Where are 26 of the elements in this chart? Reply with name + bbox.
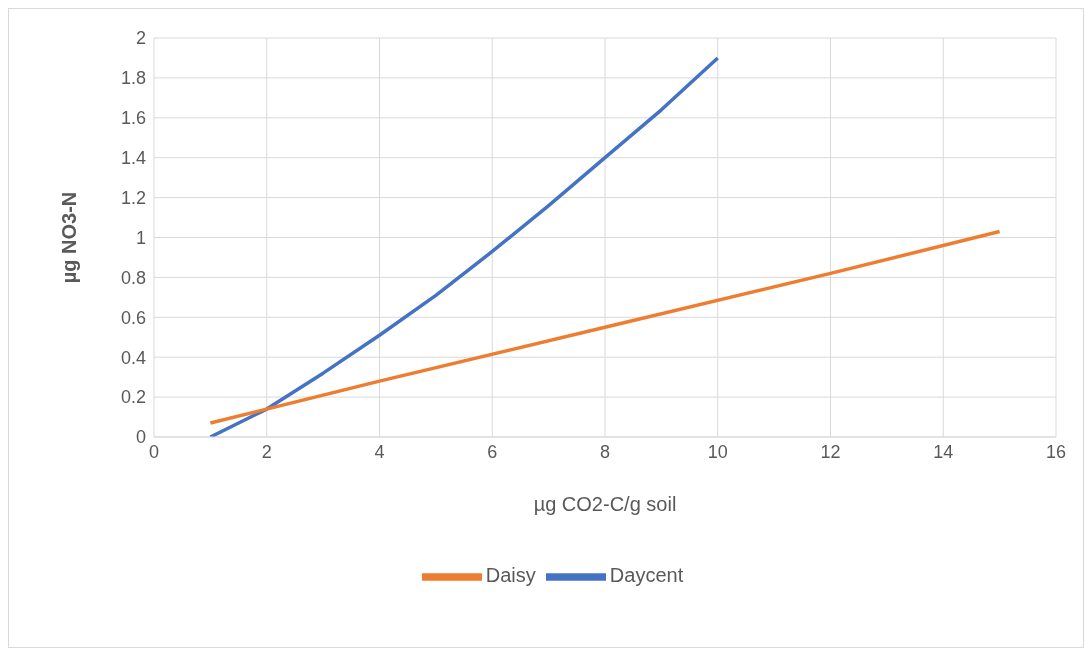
y-tick-label: 0.8: [120, 267, 146, 288]
x-axis-title: µg CO2-C/g soil: [533, 493, 677, 516]
line-series: [208, 56, 720, 437]
x-tick-label: 8: [599, 441, 611, 462]
y-tick-label: 1: [135, 227, 146, 248]
y-tick-label: 1.4: [120, 148, 146, 169]
y-tick-label: 1.8: [120, 68, 146, 89]
y-tick-label: 2: [135, 28, 146, 49]
x-tick-label: 0: [148, 441, 160, 462]
y-tick-label: 1.2: [120, 187, 146, 208]
y-tick-label: 1.6: [120, 108, 146, 129]
y-tick-label: 0.2: [120, 387, 146, 408]
y-tick-label: 0: [135, 427, 146, 448]
x-tick-label: 14: [933, 441, 954, 462]
y-tick-label: 0.6: [120, 307, 146, 328]
line-series: [208, 229, 1002, 425]
x-tick-label: 12: [820, 441, 841, 462]
x-tick-label: 10: [707, 441, 728, 462]
x-tick-label: 2: [261, 441, 272, 462]
legend-label: Daisy: [485, 564, 536, 587]
y-tick-label: 0.4: [120, 347, 146, 368]
legend-label: Daycent: [609, 564, 684, 587]
x-tick-label: 6: [487, 441, 498, 462]
x-tick-label: 16: [1045, 441, 1067, 462]
y-axis-title: µg NO3-N: [58, 191, 81, 284]
x-tick-label: 4: [374, 441, 385, 462]
